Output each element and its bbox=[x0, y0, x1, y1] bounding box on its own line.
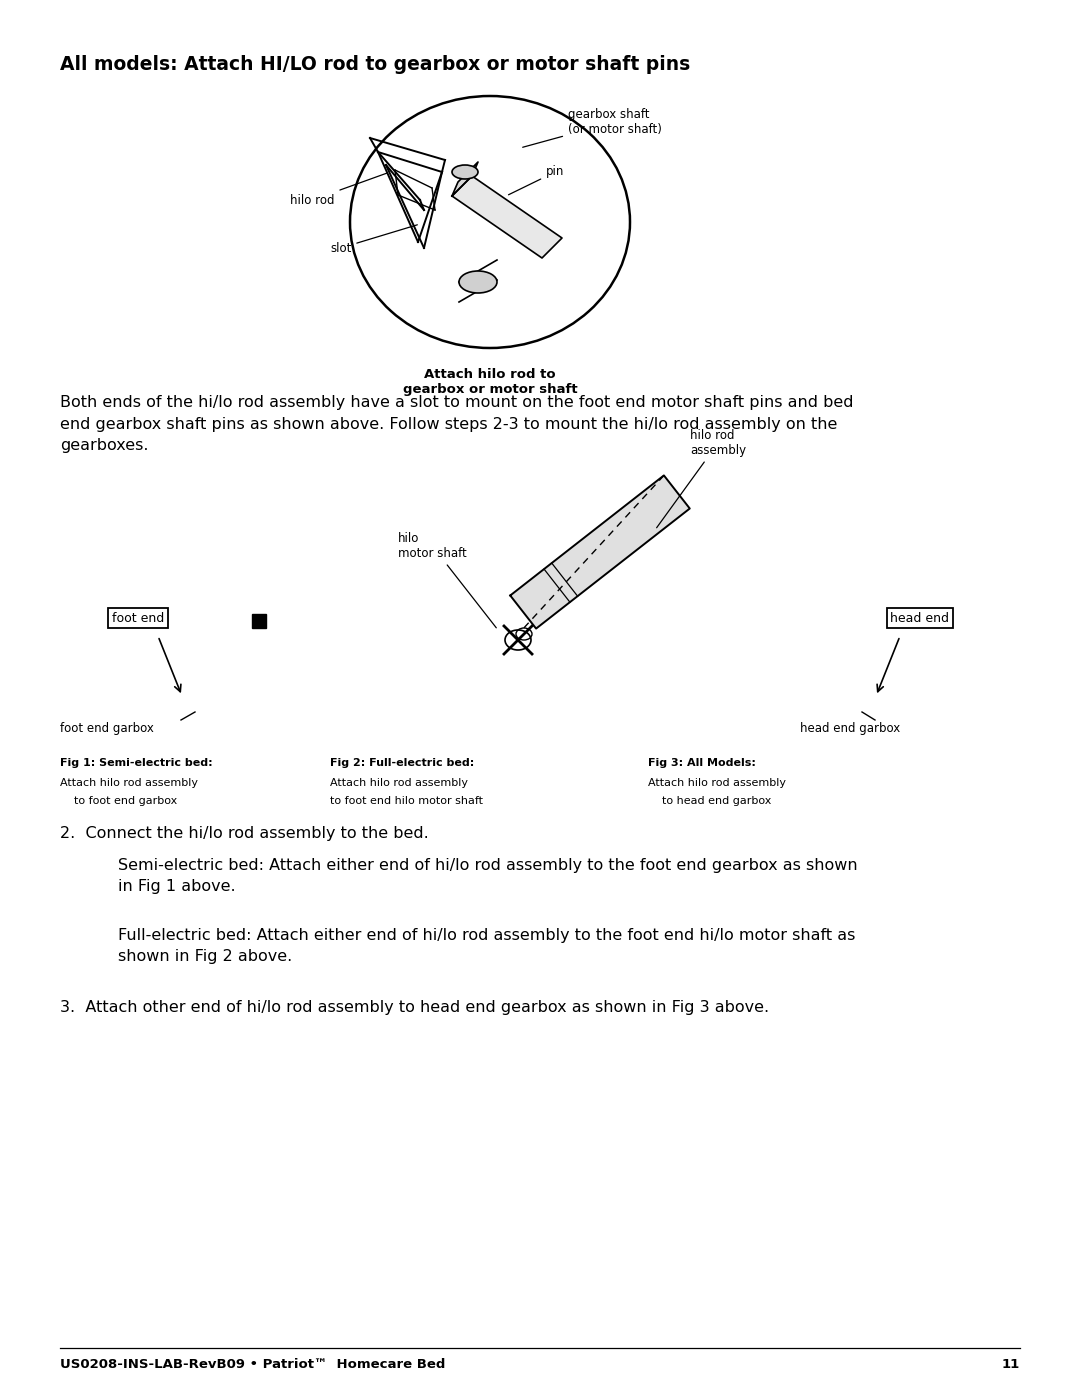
Text: Attach hilo rod assembly: Attach hilo rod assembly bbox=[60, 778, 198, 788]
Text: 11: 11 bbox=[1002, 1358, 1020, 1370]
Ellipse shape bbox=[453, 165, 478, 179]
Text: hilo rod
assembly: hilo rod assembly bbox=[657, 429, 746, 528]
Text: gearbox shaft
(or motor shaft): gearbox shaft (or motor shaft) bbox=[523, 108, 662, 147]
Polygon shape bbox=[453, 162, 478, 196]
Text: head end garbox: head end garbox bbox=[800, 722, 901, 735]
Text: Fig 2: Full-electric bed:: Fig 2: Full-electric bed: bbox=[330, 759, 474, 768]
Text: to foot end hilo motor shaft: to foot end hilo motor shaft bbox=[330, 796, 483, 806]
Text: Attach hilo rod assembly: Attach hilo rod assembly bbox=[330, 778, 468, 788]
Text: 2.  Connect the hi/lo rod assembly to the bed.: 2. Connect the hi/lo rod assembly to the… bbox=[60, 826, 429, 841]
Text: hilo
motor shaft: hilo motor shaft bbox=[399, 532, 497, 627]
Text: hilo rod: hilo rod bbox=[291, 173, 388, 207]
Text: Attach hilo rod to
gearbox or motor shaft: Attach hilo rod to gearbox or motor shaf… bbox=[403, 367, 578, 395]
Text: All models: Attach HI/LO rod to gearbox or motor shaft pins: All models: Attach HI/LO rod to gearbox … bbox=[60, 54, 690, 74]
Text: slot: slot bbox=[330, 225, 417, 254]
Text: Attach hilo rod assembly: Attach hilo rod assembly bbox=[648, 778, 786, 788]
Text: to head end garbox: to head end garbox bbox=[648, 796, 771, 806]
Ellipse shape bbox=[459, 271, 497, 293]
Text: 3.  Attach other end of hi/lo rod assembly to head end gearbox as shown in Fig 3: 3. Attach other end of hi/lo rod assembl… bbox=[60, 1000, 769, 1016]
Text: foot end: foot end bbox=[112, 612, 164, 624]
Text: US0208-INS-LAB-RevB09 • Patriot™  Homecare Bed: US0208-INS-LAB-RevB09 • Patriot™ Homecar… bbox=[60, 1358, 445, 1370]
Text: Semi-electric bed: Attach either end of hi/lo rod assembly to the foot end gearb: Semi-electric bed: Attach either end of … bbox=[118, 858, 858, 894]
Bar bbox=[252, 615, 266, 629]
Text: to foot end garbox: to foot end garbox bbox=[60, 796, 177, 806]
Polygon shape bbox=[453, 176, 562, 258]
Polygon shape bbox=[510, 475, 690, 629]
Text: Fig 1: Semi-electric bed:: Fig 1: Semi-electric bed: bbox=[60, 759, 213, 768]
Text: foot end garbox: foot end garbox bbox=[60, 722, 153, 735]
Text: Full-electric bed: Attach either end of hi/lo rod assembly to the foot end hi/lo: Full-electric bed: Attach either end of … bbox=[118, 928, 855, 964]
Text: Both ends of the hi/lo rod assembly have a slot to mount on the foot end motor s: Both ends of the hi/lo rod assembly have… bbox=[60, 395, 853, 453]
Text: head end: head end bbox=[891, 612, 949, 624]
Text: pin: pin bbox=[509, 165, 565, 194]
Text: Fig 3: All Models:: Fig 3: All Models: bbox=[648, 759, 756, 768]
